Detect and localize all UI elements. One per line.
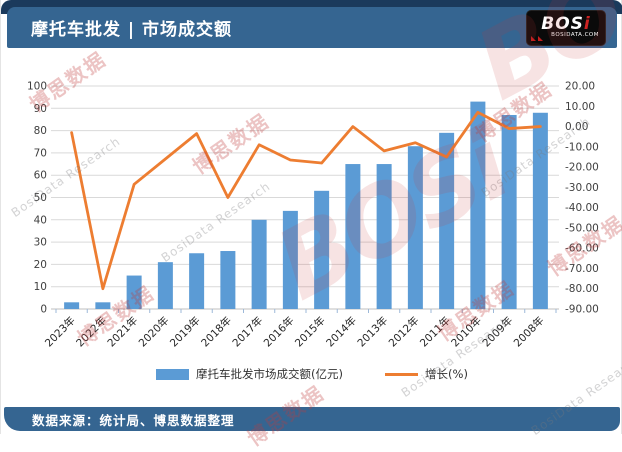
bar-2022年 (95, 302, 111, 309)
bar-2012年 (407, 146, 423, 309)
y-axis-left-label: 40 (34, 214, 47, 226)
y-axis-right-label: -20.00 (565, 162, 599, 174)
y-axis-right-label: -60.00 (565, 243, 599, 255)
y-axis-right-label: -30.00 (565, 182, 599, 194)
x-axis-label: 2015年 (292, 314, 328, 350)
y-axis-right-label: 10.00 (565, 101, 595, 113)
bar-2021年 (126, 275, 142, 309)
x-axis-label: 2022年 (73, 314, 109, 350)
bar-2014年 (345, 164, 361, 309)
bar-series-swatch (156, 368, 190, 380)
y-axis-left-label: 30 (34, 237, 47, 249)
bar-2016年 (282, 210, 298, 309)
y-axis-left-label: 0 (40, 304, 47, 316)
line-series-label: 增长(%) (425, 367, 468, 381)
x-axis-label: 2011年 (417, 314, 453, 350)
y-axis-right-label: -90.00 (565, 304, 599, 316)
x-axis-label: 2014年 (323, 314, 359, 350)
header: 摩托车批发 | 市场成交额 BOSi BOSIDATA.COM (7, 7, 617, 48)
y-axis-right-label: -70.00 (565, 263, 599, 275)
y-axis-left-label: 60 (34, 170, 47, 182)
x-axis-label: 2013年 (355, 314, 391, 350)
chart-legend: 摩托车批发市场成交额(亿元) 增长(%) (1, 366, 622, 382)
x-axis-label: 2012年 (386, 314, 422, 350)
bosi-logo-domain: BOSIDATA.COM (551, 32, 599, 38)
y-axis-left-label: 20 (34, 259, 47, 271)
legend-item-line: 增长(%) (385, 366, 468, 382)
y-axis-left-label: 100 (27, 81, 47, 93)
bar-2020年 (157, 262, 173, 309)
y-axis-left-label: 10 (34, 281, 47, 293)
growth-line (70, 110, 542, 291)
bosi-logo: BOSi BOSIDATA.COM (527, 10, 605, 45)
bar-2017年 (251, 219, 267, 309)
y-axis-right-label: -50.00 (565, 222, 599, 234)
x-axis-label: 2019年 (167, 314, 203, 350)
line-series-swatch (385, 372, 419, 376)
x-axis-label: 2021年 (105, 314, 141, 350)
bar-2008年 (532, 112, 548, 309)
y-axis-left-label: 70 (34, 147, 47, 159)
x-axis-label: 2010年 (448, 314, 484, 350)
legend-item-bar: 摩托车批发市场成交额(亿元) (156, 366, 343, 382)
bar-2023年 (64, 302, 80, 309)
x-axis-label: 2008年 (511, 314, 547, 350)
y-axis-left-label: 50 (34, 192, 47, 204)
x-axis-label: 2018年 (198, 314, 234, 350)
x-axis-label: 2017年 (230, 314, 266, 350)
bar-2013年 (376, 164, 392, 309)
y-axis-right-label: -80.00 (565, 283, 599, 295)
bar-2018年 (220, 251, 236, 309)
page-title: 摩托车批发 | 市场成交额 (31, 20, 233, 40)
bar-2010年 (470, 101, 486, 309)
y-axis-right-label: 0.00 (565, 121, 588, 133)
chart-canvas: 0 10 20 30 40 50 60 70 80 90 100 20.00 10.00 0.00 -10.… (27, 81, 599, 350)
combo-chart: 0 10 20 30 40 50 60 70 80 90 100 20.00 10.00 0.00 -10.… (1, 48, 622, 370)
x-axis-label: 2016年 (261, 314, 297, 350)
bosi-logo-word: BOSi (541, 14, 591, 34)
bar-series-label: 摩托车批发市场成交额(亿元) (196, 367, 344, 381)
y-axis-right-label: 20.00 (565, 81, 595, 93)
x-axis-label: 2020年 (136, 314, 172, 350)
footer: 数据来源：统计局、博思数据整理 (4, 407, 620, 431)
data-source-text: 数据来源：统计局、博思数据整理 (32, 412, 235, 428)
logo-stripes-icon (531, 35, 543, 41)
y-axis-right-label: -10.00 (565, 141, 599, 153)
bar-2019年 (189, 253, 205, 309)
y-axis-left-label: 80 (34, 125, 47, 137)
y-axis-left-label: 90 (34, 103, 47, 115)
bar-2015年 (314, 190, 330, 309)
x-axis-label: 2023年 (42, 314, 78, 350)
bar-2009年 (501, 114, 517, 310)
x-axis-label: 2009年 (480, 314, 516, 350)
bar-2011年 (439, 132, 455, 309)
y-axis-right-label: -40.00 (565, 202, 599, 214)
